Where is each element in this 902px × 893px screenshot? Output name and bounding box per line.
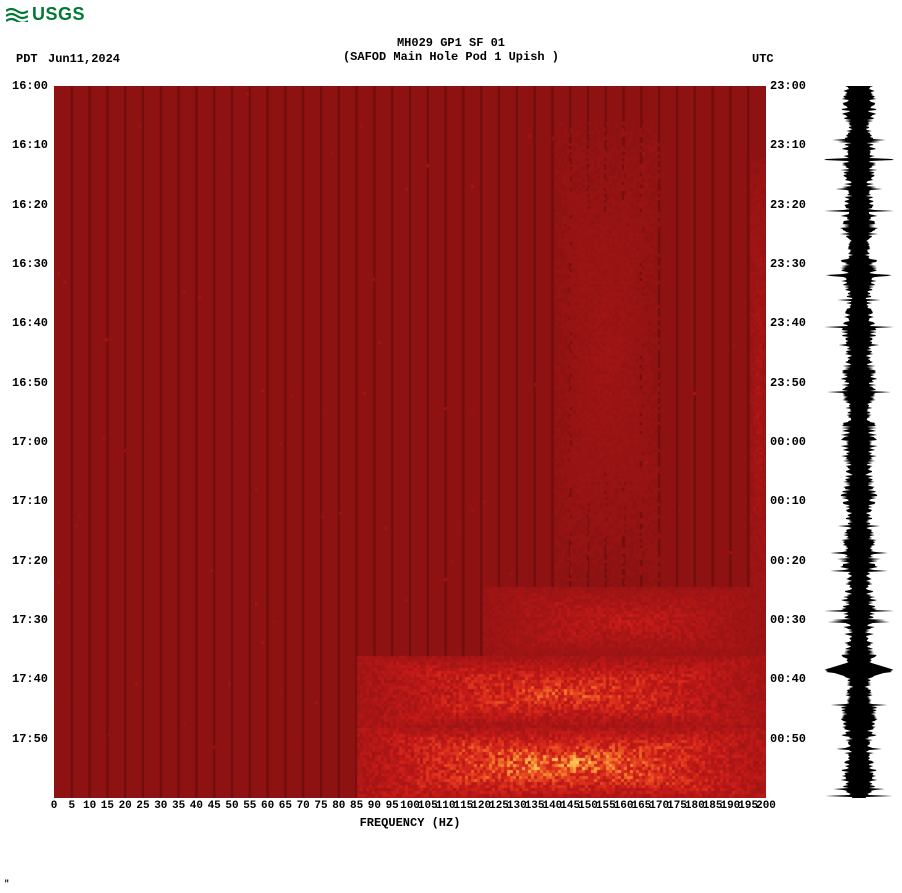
waveform-panel <box>824 86 894 798</box>
y-tick-right: 23:50 <box>770 376 806 390</box>
y-tick-left: 17:50 <box>12 732 48 746</box>
y-tick-left: 17:30 <box>12 613 48 627</box>
y-tick-right: 00:20 <box>770 554 806 568</box>
y-tick-left: 16:10 <box>12 138 48 152</box>
y-axis-left: 16:0016:1016:2016:3016:4016:5017:0017:10… <box>12 86 52 798</box>
x-tick: 45 <box>208 800 221 812</box>
y-tick-left: 16:00 <box>12 79 48 93</box>
y-tick-right: 00:00 <box>770 435 806 449</box>
title-line-1: MH029 GP1 SF 01 <box>0 36 902 50</box>
x-tick: 10 <box>83 800 96 812</box>
y-axis-right: 23:0023:1023:2023:3023:4023:5000:0000:10… <box>770 86 814 798</box>
y-tick-left: 17:00 <box>12 435 48 449</box>
x-tick: 60 <box>261 800 274 812</box>
x-axis-ticks: 0510152025303540455055606570758085909510… <box>54 800 766 816</box>
x-tick: 95 <box>386 800 399 812</box>
x-tick: 30 <box>154 800 167 812</box>
y-tick-right: 23:00 <box>770 79 806 93</box>
timezone-right: UTC <box>752 52 774 66</box>
y-tick-right: 00:50 <box>770 732 806 746</box>
x-tick: 0 <box>51 800 58 812</box>
y-tick-right: 23:40 <box>770 316 806 330</box>
x-tick: 80 <box>332 800 345 812</box>
x-tick: 5 <box>68 800 75 812</box>
y-tick-left: 16:40 <box>12 316 48 330</box>
x-tick: 40 <box>190 800 203 812</box>
spectrogram-plot <box>54 86 766 798</box>
x-tick: 20 <box>119 800 132 812</box>
x-tick: 200 <box>756 800 776 812</box>
y-tick-right: 23:30 <box>770 257 806 271</box>
usgs-logo: USGS <box>6 4 85 25</box>
x-tick: 35 <box>172 800 185 812</box>
x-tick: 75 <box>314 800 327 812</box>
y-tick-right: 23:10 <box>770 138 806 152</box>
y-tick-left: 17:40 <box>12 672 48 686</box>
x-tick: 50 <box>225 800 238 812</box>
x-tick: 90 <box>368 800 381 812</box>
y-tick-right: 23:20 <box>770 198 806 212</box>
x-tick: 70 <box>297 800 310 812</box>
timezone-left: PDT <box>16 52 38 66</box>
logo-text: USGS <box>32 4 85 25</box>
y-tick-right: 00:40 <box>770 672 806 686</box>
x-tick: 55 <box>243 800 256 812</box>
waveform-trace <box>824 86 894 798</box>
footer-mark: " <box>4 879 9 889</box>
y-tick-left: 16:50 <box>12 376 48 390</box>
y-tick-left: 17:20 <box>12 554 48 568</box>
wave-icon <box>6 8 28 22</box>
y-tick-right: 00:30 <box>770 613 806 627</box>
date-label: Jun11,2024 <box>48 52 120 66</box>
spectrogram-canvas <box>54 86 766 798</box>
y-tick-left: 17:10 <box>12 494 48 508</box>
y-tick-left: 16:30 <box>12 257 48 271</box>
y-tick-left: 16:20 <box>12 198 48 212</box>
x-tick: 15 <box>101 800 114 812</box>
x-tick: 85 <box>350 800 363 812</box>
x-tick: 65 <box>279 800 292 812</box>
x-axis-label: FREQUENCY (HZ) <box>54 816 766 830</box>
x-tick: 25 <box>136 800 149 812</box>
y-tick-right: 00:10 <box>770 494 806 508</box>
